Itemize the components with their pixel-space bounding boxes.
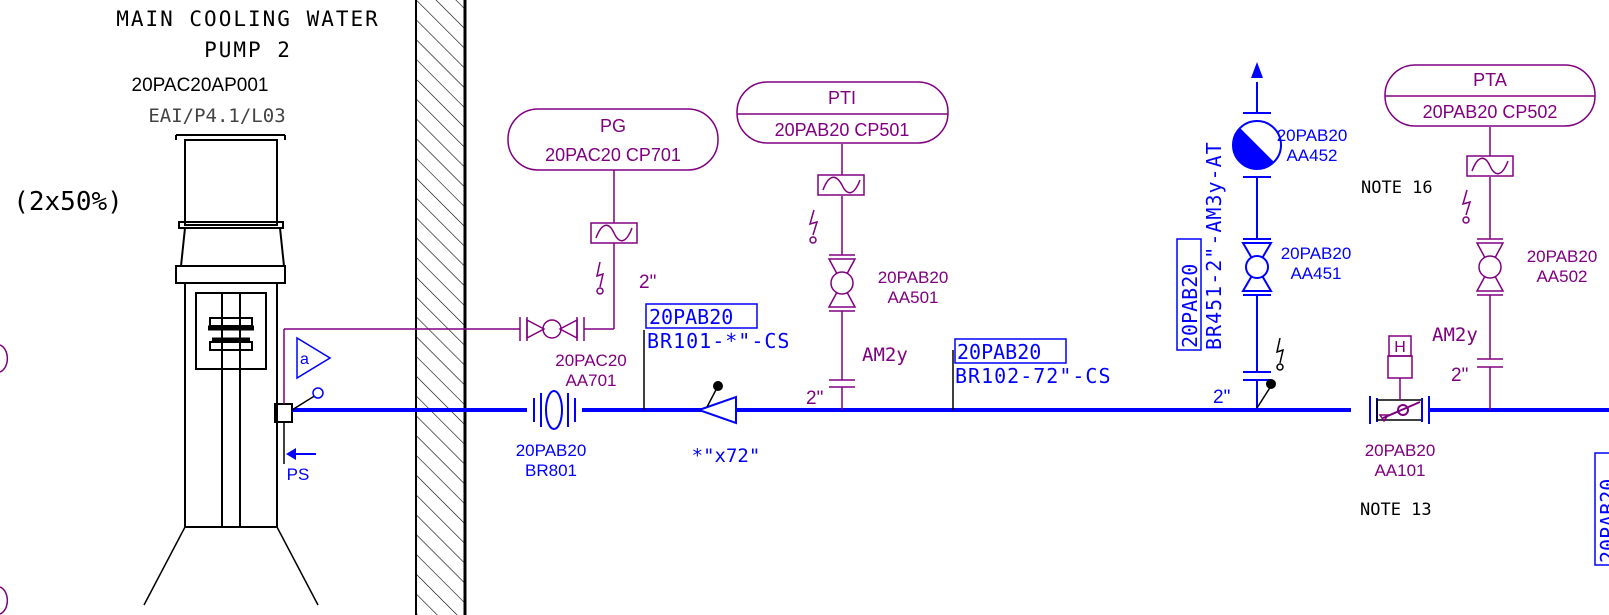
line-br101-spec: BR101-*"-CS xyxy=(647,329,790,353)
reducer-symbol xyxy=(695,395,737,425)
valve-aa101-actuator xyxy=(1387,335,1413,400)
aa451-tag-line1: 20PAB20 xyxy=(1281,244,1352,263)
pti-size: 2" xyxy=(806,388,823,409)
pg-type: PG xyxy=(600,116,626,136)
offpage-connector-1 xyxy=(0,344,9,373)
pump-tag: 20PAC20AP001 xyxy=(132,75,269,96)
edge-line-tag-text: 20PAB20 xyxy=(1596,479,1609,563)
pump-ref: EAI/P4.1/L03 xyxy=(148,105,285,127)
offpage-connector-2 xyxy=(0,586,9,615)
pg-branch xyxy=(283,170,638,404)
br801-tag-line1: 20PAB20 xyxy=(516,441,587,460)
pta-branch xyxy=(1461,127,1514,410)
aa452-tag-line1: 20PAB20 xyxy=(1277,126,1348,145)
pta-size: 2" xyxy=(1451,365,1468,386)
aa701-tag-line1: 20PAC20 xyxy=(555,351,627,370)
aa101-tag-line2: AA101 xyxy=(1374,461,1425,480)
aa452-tag-line2: AA452 xyxy=(1286,146,1337,165)
pump-title: MAIN COOLING WATER PUMP 2 20PAC20AP001 E… xyxy=(13,7,380,217)
aa501-tag-line1: 20PAB20 xyxy=(878,268,949,287)
aa502-tag-line2: AA502 xyxy=(1536,267,1587,286)
pti-tag: 20PAB20 CP501 xyxy=(775,120,910,140)
line-br102-tag: 20PAB20 xyxy=(957,340,1041,364)
br801-tag-line2: BR801 xyxy=(525,461,577,480)
pta-material: AM2y xyxy=(1432,324,1478,346)
aa502-tag-line1: 20PAB20 xyxy=(1527,247,1598,266)
aa501-tag-line2: AA501 xyxy=(887,288,938,307)
check-valve-aa452 xyxy=(1232,120,1282,170)
edge-line-tag: 20PAB20 xyxy=(1594,452,1609,566)
valve-aa101 xyxy=(1369,396,1430,424)
br451-branch xyxy=(1241,82,1273,410)
pta-tag: 20PAB20 CP502 xyxy=(1423,102,1558,122)
aa451-tag-line2: AA451 xyxy=(1290,264,1341,283)
line-br102-spec: BR102-72"-CS xyxy=(955,364,1112,388)
instrument-pta: PTA 20PAB20 CP502 xyxy=(1384,64,1596,127)
tap-point xyxy=(713,381,723,391)
instrument-pti: PTI 20PAB20 CP501 xyxy=(736,81,949,144)
pump-title-line2: PUMP 2 xyxy=(204,38,292,62)
line-br451-tag: 20PAB20 xyxy=(1178,264,1202,348)
alarm-flag xyxy=(296,336,332,380)
vent-arrow xyxy=(1251,62,1263,78)
pta-type: PTA xyxy=(1473,70,1507,90)
note-16: NOTE 16 xyxy=(1361,178,1433,198)
line-br101-tag: 20PAB20 xyxy=(649,305,733,329)
pg-size: 2" xyxy=(639,272,656,293)
reducer-label: *"x72" xyxy=(692,445,761,467)
pti-material: AM2y xyxy=(862,344,908,366)
alarm-label: a xyxy=(300,351,309,368)
line-br451-spec: BR451-2"-AM3y-AT xyxy=(1202,141,1226,350)
note-13: NOTE 13 xyxy=(1360,500,1432,520)
pump-title-line1: MAIN COOLING WATER xyxy=(116,7,380,31)
br451-size: 2" xyxy=(1213,387,1230,408)
pg-tag: 20PAC20 CP701 xyxy=(545,145,681,165)
aa701-tag-line2: AA701 xyxy=(565,371,616,390)
line-br451-label: 20PAB20 BR451-2"-AM3y-AT xyxy=(1176,141,1226,351)
pump-capacity: (2x50%) xyxy=(13,187,123,217)
instrument-pg: PG 20PAC20 CP701 xyxy=(507,108,719,171)
pti-branch xyxy=(808,144,865,410)
ps-label: PS xyxy=(287,465,310,484)
aa101-actuator-label: H xyxy=(1394,339,1406,356)
wall xyxy=(415,0,467,615)
pti-type: PTI xyxy=(828,88,856,108)
pump-symbol xyxy=(143,134,319,606)
aa101-tag-line1: 20PAB20 xyxy=(1365,441,1436,460)
flow-element-br801 xyxy=(533,390,576,430)
